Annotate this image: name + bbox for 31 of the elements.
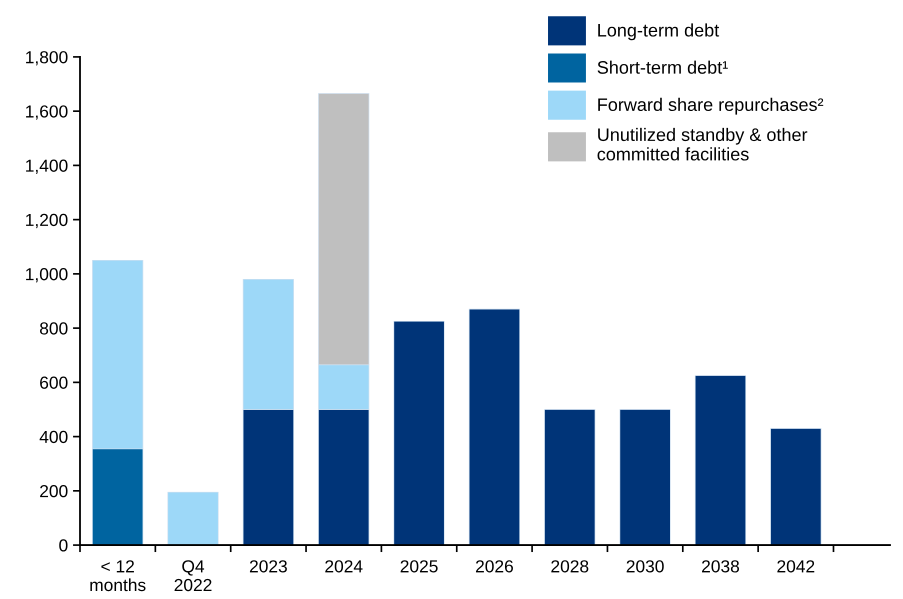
y-tick-label: 1,200 [26,214,68,228]
y-tick-label: 400 [40,430,68,444]
x-tick-label: 2030 [626,560,664,572]
y-tick-label: 1,600 [26,105,68,120]
x-tick-label: 2042 [777,560,814,572]
bar [770,428,822,546]
bar [167,492,219,546]
y-tick-label: 1,000 [26,268,68,282]
bar [468,308,520,546]
x-tick-label: 2038 [702,560,740,572]
y-tick-label: 1,400 [26,160,68,174]
legend-label: Forward share repurchases² [598,98,824,115]
legend-label: Unutilized standby & other committed facilities [598,128,808,161]
x-tick-label: 2026 [476,560,513,572]
bar [544,409,596,546]
x-tick-label: Q4 2022 [174,560,212,592]
legend-label: Long-term debt [598,23,720,40]
y-tick-label: 600 [40,376,68,389]
y-tick-label: 200 [40,485,68,498]
x-tick-label: < 12 months [90,560,146,592]
x-tick-label: 2028 [551,560,588,572]
x-tick-label: 2025 [400,560,438,572]
x-tick-label: 2024 [325,560,363,572]
y-tick-label: 800 [40,322,68,335]
y-tick-label: 1,800 [26,51,68,66]
legend-label: Short-term debt¹ [598,60,728,74]
bar [694,375,746,546]
y-tick-label: 0 [59,539,68,552]
x-tick-label: 2023 [250,560,287,572]
bar [620,409,671,546]
bar [393,320,445,546]
